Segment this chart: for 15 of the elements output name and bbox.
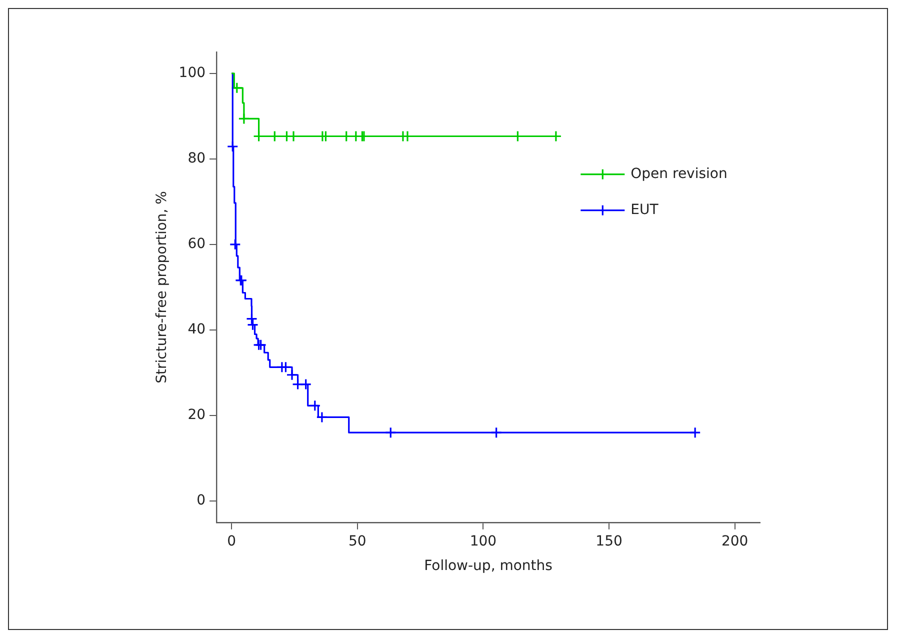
y-tick-label: 80 — [188, 150, 206, 167]
y-tick-label: 60 — [188, 236, 206, 252]
x-tick-label: 200 — [721, 533, 748, 550]
x-tick-label: 150 — [596, 533, 622, 550]
y-tick-label: 100 — [178, 65, 206, 82]
y-tick-label: 20 — [188, 407, 206, 424]
x-axis-title: Follow-up, months — [424, 558, 552, 574]
x-tick-label: 100 — [470, 533, 497, 550]
x-tick-label: 0 — [227, 533, 236, 550]
y-axis-title: Stricture-free proportion, % — [154, 191, 170, 384]
legend-label: Open revision — [630, 166, 728, 182]
legend-label: EUT — [630, 202, 659, 218]
y-tick-label: 40 — [188, 322, 206, 338]
y-tick-label: 0 — [196, 492, 206, 509]
x-tick-label: 50 — [348, 533, 366, 550]
